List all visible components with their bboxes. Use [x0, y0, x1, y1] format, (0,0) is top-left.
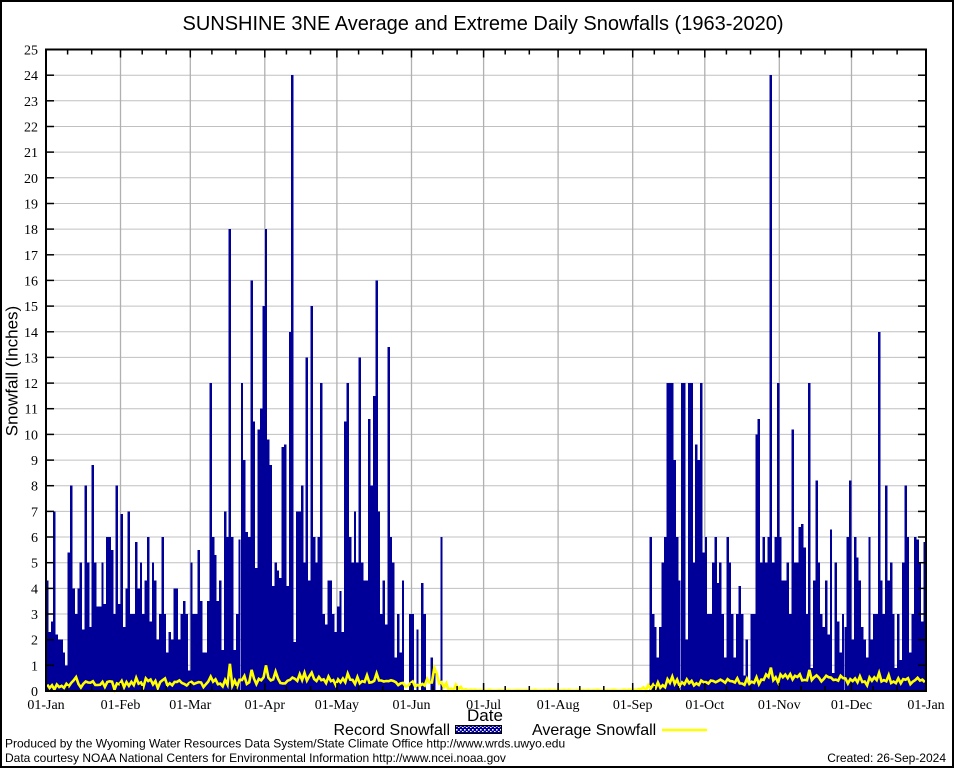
- svg-text:20: 20: [24, 172, 38, 187]
- svg-text:18: 18: [24, 223, 38, 238]
- svg-text:01-May: 01-May: [315, 698, 359, 713]
- svg-text:01-Jan: 01-Jan: [27, 698, 64, 713]
- svg-text:Snowfall (Inches): Snowfall (Inches): [3, 306, 22, 436]
- svg-text:14: 14: [24, 326, 38, 341]
- svg-text:21: 21: [24, 146, 38, 161]
- svg-text:01-Oct: 01-Oct: [685, 698, 724, 713]
- svg-text:11: 11: [25, 403, 38, 418]
- svg-text:12: 12: [24, 377, 38, 392]
- svg-text:6: 6: [31, 531, 38, 546]
- svg-text:Date: Date: [467, 706, 503, 725]
- svg-text:Produced by the Wyoming Water: Produced by the Wyoming Water Resources …: [5, 737, 565, 751]
- svg-text:01-Aug: 01-Aug: [537, 698, 580, 713]
- svg-text:01-Feb: 01-Feb: [101, 698, 141, 713]
- svg-text:01-Apr: 01-Apr: [245, 698, 286, 713]
- svg-text:Data courtesy NOAA National Ce: Data courtesy NOAA National Centers for …: [5, 751, 506, 765]
- svg-text:4: 4: [31, 582, 38, 597]
- svg-text:Record Snowfall: Record Snowfall: [334, 722, 451, 739]
- svg-text:9: 9: [31, 454, 38, 469]
- svg-text:2: 2: [31, 634, 38, 649]
- svg-text:13: 13: [24, 351, 38, 366]
- svg-text:19: 19: [24, 198, 38, 213]
- svg-text:25: 25: [24, 44, 38, 59]
- svg-text:SUNSHINE 3NE Average and Extre: SUNSHINE 3NE Average and Extreme Daily S…: [182, 13, 783, 35]
- svg-text:15: 15: [24, 300, 38, 315]
- svg-text:5: 5: [31, 557, 38, 572]
- svg-text:01-Jul: 01-Jul: [466, 698, 501, 713]
- svg-text:01-Jan: 01-Jan: [907, 698, 944, 713]
- svg-text:01-Mar: 01-Mar: [169, 698, 211, 713]
- svg-text:17: 17: [24, 249, 38, 264]
- svg-text:23: 23: [24, 95, 38, 110]
- svg-text:10: 10: [24, 428, 38, 443]
- svg-text:01-Sep: 01-Sep: [613, 698, 653, 713]
- svg-text:22: 22: [24, 121, 38, 136]
- svg-text:01-Nov: 01-Nov: [758, 698, 801, 713]
- svg-text:3: 3: [31, 608, 38, 623]
- svg-text:1: 1: [31, 659, 38, 674]
- svg-text:16: 16: [24, 274, 38, 289]
- svg-text:0: 0: [31, 685, 38, 700]
- svg-text:24: 24: [24, 69, 38, 84]
- svg-text:Average Snowfall: Average Snowfall: [532, 722, 656, 739]
- svg-text:01-Dec: 01-Dec: [831, 698, 872, 713]
- svg-text:7: 7: [31, 505, 38, 520]
- svg-text:8: 8: [31, 480, 38, 495]
- svg-text:Created: 26-Sep-2024: Created: 26-Sep-2024: [827, 751, 946, 765]
- svg-text:01-Jun: 01-Jun: [392, 698, 430, 713]
